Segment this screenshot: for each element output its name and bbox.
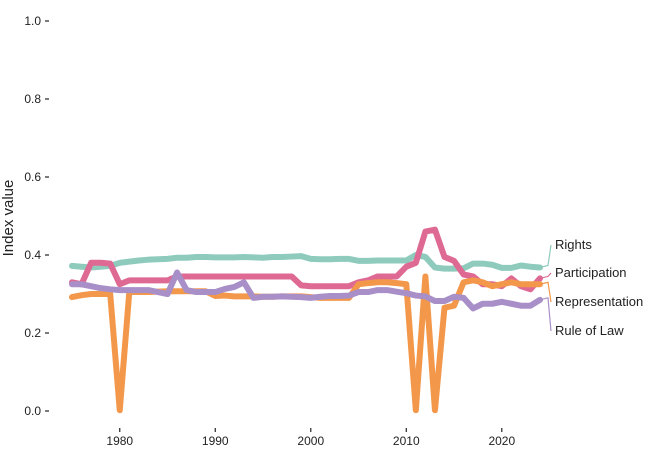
legend-leader-line <box>539 272 552 279</box>
legend: Rights Participation Representation Rule of… <box>539 237 643 338</box>
series-line-rights <box>69 252 543 272</box>
y-tick-label: 0.4 <box>24 248 41 262</box>
x-tick-label: 2020 <box>488 434 515 448</box>
y-axis-title: Index value <box>0 180 17 257</box>
series-line-participation <box>69 226 543 293</box>
legend-label-rule-of-law: Rule of Law <box>555 323 624 338</box>
series-layer <box>69 226 543 414</box>
series-line-rule-of-law <box>69 269 543 312</box>
x-axis: 1980 1990 2000 2010 2020 <box>106 428 515 448</box>
y-tick-label: 0.0 <box>24 404 41 418</box>
legend-label-rights: Rights <box>555 237 592 252</box>
legend-leader-line <box>539 244 552 269</box>
y-tick-label: 0.6 <box>24 170 41 184</box>
x-tick-label: 1980 <box>106 434 133 448</box>
y-tick-label: 0.8 <box>24 92 41 106</box>
legend-label-participation: Participation <box>555 265 627 280</box>
legend-label-representation: Representation <box>555 294 643 309</box>
legend-leader-line <box>539 297 552 332</box>
y-tick-label: 1.0 <box>24 14 41 28</box>
legend-leader-line <box>539 281 552 303</box>
x-tick-label: 2000 <box>297 434 324 448</box>
x-tick-label: 1990 <box>202 434 229 448</box>
y-axis: 0.0 0.2 0.4 0.6 0.8 1.0 <box>24 14 49 418</box>
y-tick-label: 0.2 <box>24 326 41 340</box>
x-tick-label: 2010 <box>393 434 420 448</box>
